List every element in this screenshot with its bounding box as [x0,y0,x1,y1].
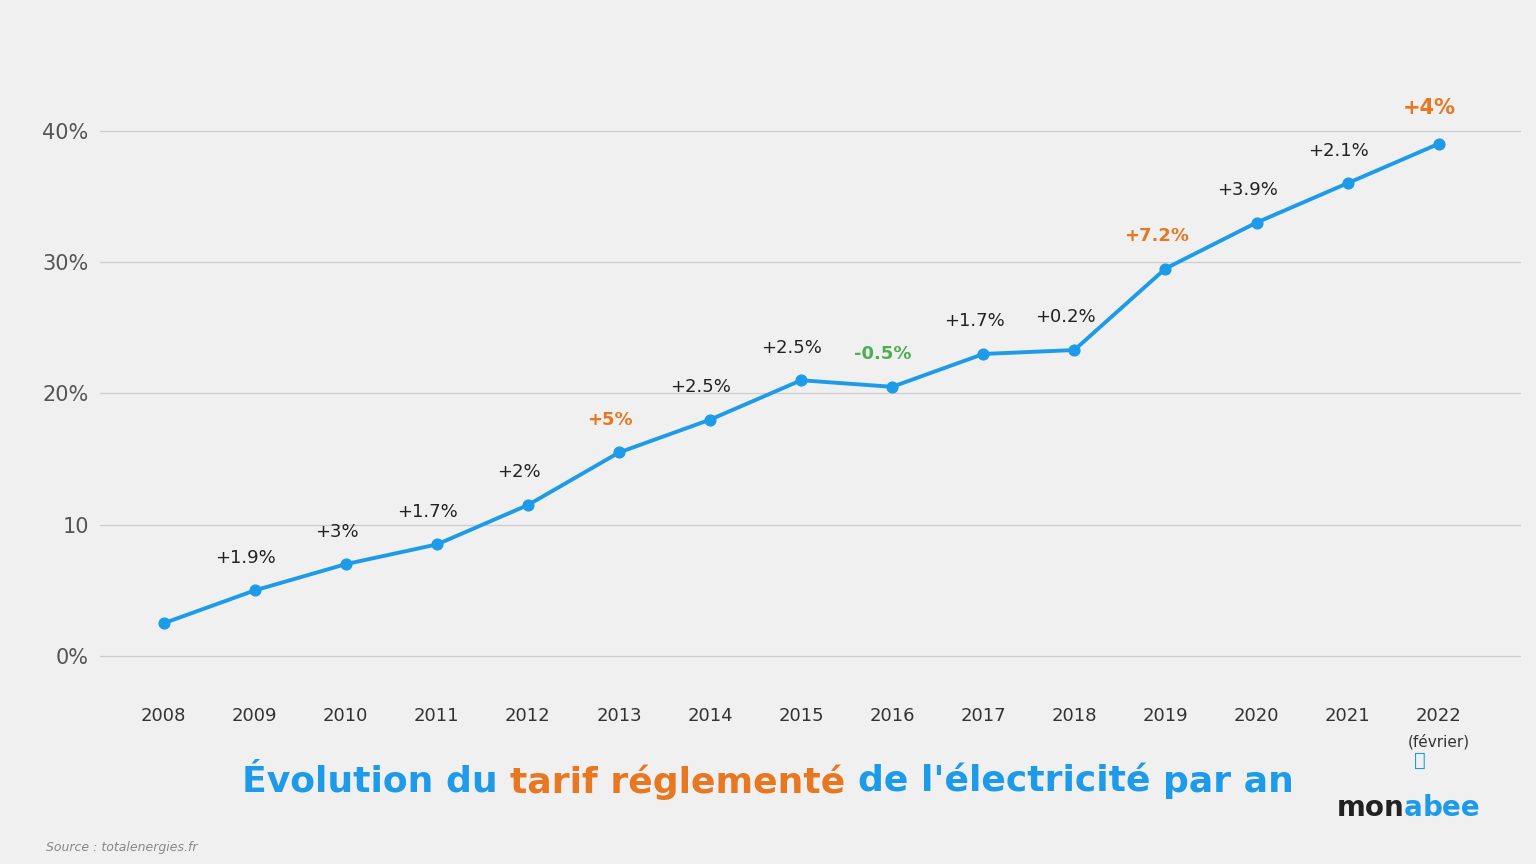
Point [424,537,449,551]
Point [1244,216,1269,230]
Point [880,380,905,394]
Point [971,347,995,361]
Text: a: a [1404,794,1422,822]
Text: de l'électricité: de l'électricité [859,765,1163,799]
Text: +1.7%: +1.7% [398,503,458,521]
Text: tarif réglementé: tarif réglementé [510,764,859,800]
Text: +0.2%: +0.2% [1035,308,1095,327]
Text: (février): (février) [1407,734,1470,750]
Text: Source : totalenergies.fr: Source : totalenergies.fr [46,841,198,854]
Text: +2.5%: +2.5% [671,378,731,396]
Text: par an: par an [1163,765,1293,799]
Point [790,373,814,387]
Point [697,413,722,427]
Point [1061,343,1086,357]
Point [1335,176,1359,190]
Point [1154,262,1178,276]
Text: +7.2%: +7.2% [1124,227,1189,245]
Point [516,499,541,512]
Text: bee: bee [1422,794,1481,822]
Point [243,583,267,597]
Text: mon: mon [1336,794,1404,822]
Text: 🐝: 🐝 [1413,751,1425,770]
Point [607,446,631,460]
Text: +2.5%: +2.5% [762,339,822,357]
Text: +3.9%: +3.9% [1217,181,1278,199]
Text: -0.5%: -0.5% [854,346,912,363]
Point [152,616,177,630]
Text: +2.1%: +2.1% [1309,142,1369,160]
Text: +4%: +4% [1402,98,1456,118]
Text: +1.9%: +1.9% [215,549,276,567]
Text: +1.7%: +1.7% [943,312,1005,330]
Text: +5%: +5% [587,411,633,429]
Text: +3%: +3% [315,523,358,541]
Point [1427,137,1452,150]
Point [333,557,358,571]
Text: +2%: +2% [498,463,541,481]
Text: Évolution du: Évolution du [243,765,510,799]
